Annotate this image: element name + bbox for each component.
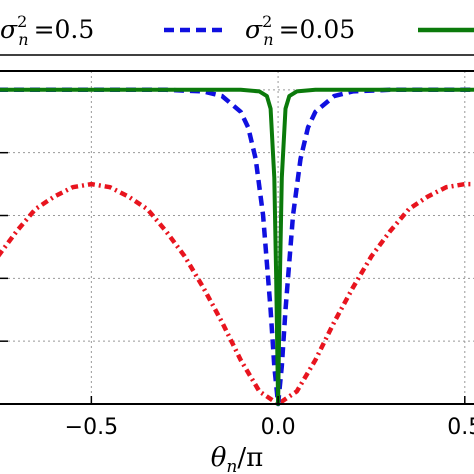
grid [0,71,474,404]
x-axis-label-theta: θ [211,443,227,473]
x-tick-label-1: 0.0 [261,415,296,440]
x-tick-label-0: −0.5 [65,415,118,440]
series-line-0 [0,181,474,407]
x-ticks: −0.5 0.0 0.5 [65,396,474,440]
x-axis-label: θn/π [211,443,263,474]
x-axis-label-sub: n [226,457,237,474]
legend-2-value: =0.05 [279,15,356,44]
legend-box [0,0,474,56]
x-tick-label-2: 0.5 [447,415,474,440]
legend-entry-2: σ2 n =0.05 [245,12,355,49]
svg-text:σ2n=0.05: σ2 n =0.05 [245,12,355,49]
legend-2-sub: n [263,30,273,49]
legend: σ2 n =0.5 σ2 n =0.05 [0,12,474,49]
legend-2-sup: 2 [262,12,272,31]
legend-2-symbol: σ [245,15,263,44]
legend-1-value: =0.5 [34,15,95,44]
legend-1-symbol: σ [0,15,18,44]
x-axis-label-rest: /π [237,443,263,473]
legend-entry-1: σ2 n =0.5 [0,12,94,49]
legend-1-sub: n [18,30,28,49]
legend-1-sup: 2 [17,12,27,31]
svg-text:σ2n=0.5: σ2 n =0.5 [0,12,94,49]
